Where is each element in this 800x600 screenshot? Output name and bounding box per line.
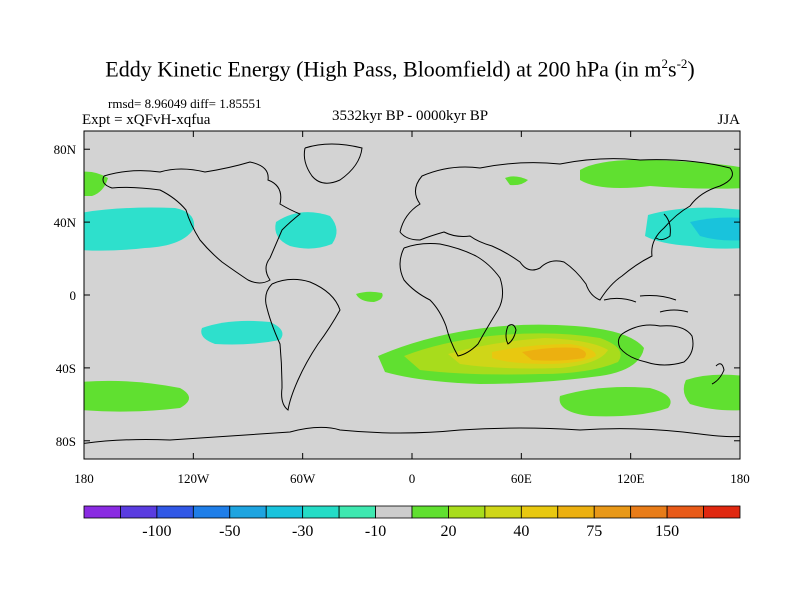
experiment-label: Expt = xQFvH-xqfua bbox=[82, 112, 211, 128]
south-indian-orange-shade bbox=[522, 347, 586, 361]
colorbar-label: 20 bbox=[440, 523, 456, 540]
colorbar-swatch bbox=[192, 505, 231, 519]
coastlines bbox=[84, 143, 740, 444]
eurasia-coast bbox=[399, 158, 733, 301]
lon-label: 180 bbox=[74, 471, 94, 486]
australia-coast bbox=[617, 324, 694, 366]
colorbar-label: -30 bbox=[292, 523, 313, 540]
colorbar: -100 -50 -30 -10 20 40 75 150 bbox=[83, 505, 741, 540]
period-label: 3532kyr BP - 0000kyr BP bbox=[331, 108, 489, 124]
maritime-continent-coast bbox=[603, 295, 689, 313]
equatorial-atlantic-green-shade bbox=[356, 291, 383, 302]
colorbar-swatch bbox=[630, 505, 668, 519]
north-pacific-core-shade bbox=[690, 217, 740, 241]
colorbar-swatch bbox=[375, 505, 413, 519]
colorbar-swatch bbox=[83, 505, 121, 519]
greenland-coast bbox=[303, 143, 363, 184]
lat-label: 40N bbox=[54, 215, 77, 230]
colorbar-label: -50 bbox=[219, 523, 240, 540]
colorbar-swatch bbox=[156, 505, 194, 519]
africa-coast bbox=[399, 243, 504, 357]
south-pacific-cyan-shade bbox=[201, 320, 283, 345]
colorbar-swatch bbox=[338, 505, 376, 519]
colorbar-swatch bbox=[302, 505, 340, 519]
south-pacific-east-green-shade bbox=[683, 374, 740, 411]
lat-label: 80N bbox=[54, 142, 77, 157]
season-label: JJA bbox=[717, 112, 740, 128]
lon-label: 120W bbox=[177, 471, 210, 486]
lon-label: 60W bbox=[290, 471, 316, 486]
colorbar-label: 75 bbox=[586, 523, 602, 540]
colorbar-swatch bbox=[411, 505, 449, 519]
colorbar-label: 40 bbox=[513, 523, 529, 540]
colorbar-swatch bbox=[229, 505, 267, 519]
colorbar-swatch bbox=[703, 505, 741, 519]
madagascar-coast bbox=[505, 324, 517, 345]
antarctica-coast bbox=[84, 426, 740, 444]
stats-label: rmsd= 8.96049 diff= 1.85551 bbox=[108, 96, 262, 111]
south-atlantic-west-green-shade bbox=[84, 380, 189, 412]
lat-label: 40S bbox=[56, 361, 76, 376]
colorbar-swatch bbox=[666, 505, 704, 519]
colorbar-swatch bbox=[448, 505, 486, 519]
longitude-axis: 180 120W 60W 0 60E 120E 180 bbox=[74, 131, 750, 486]
greenland-green-shade bbox=[505, 176, 528, 186]
colorbar-swatch bbox=[484, 505, 522, 519]
colorbar-swatch bbox=[557, 505, 595, 519]
anomaly-fields bbox=[84, 159, 740, 417]
new-zealand-coast bbox=[711, 363, 725, 385]
lon-label: 0 bbox=[409, 471, 416, 486]
southern-ocean-green-shade bbox=[559, 387, 671, 417]
colorbar-label: 150 bbox=[655, 523, 679, 540]
lon-label: 60E bbox=[511, 471, 532, 486]
arctic-west-green-shade bbox=[84, 171, 108, 196]
lat-label: 80S bbox=[56, 434, 76, 449]
colorbar-swatch bbox=[265, 505, 304, 519]
japan-coast bbox=[655, 213, 671, 241]
north-pacific-cyan-shade bbox=[84, 207, 195, 251]
colorbar-label: -100 bbox=[142, 523, 171, 540]
colorbar-swatch bbox=[520, 505, 559, 519]
arctic-green-shade bbox=[580, 159, 740, 189]
lon-label: 180 bbox=[730, 471, 750, 486]
chart-title: Eddy Kinetic Energy (High Pass, Bloomfie… bbox=[105, 56, 695, 82]
latitude-axis: 80N 40N 0 40S 80S bbox=[54, 142, 740, 449]
lat-label: 0 bbox=[70, 288, 77, 303]
south-america-coast bbox=[265, 278, 341, 411]
colorbar-swatch bbox=[593, 505, 632, 519]
north-america-coast bbox=[102, 161, 301, 284]
colorbar-swatch bbox=[120, 505, 158, 519]
lon-label: 120E bbox=[617, 471, 645, 486]
colorbar-label: -10 bbox=[365, 523, 386, 540]
